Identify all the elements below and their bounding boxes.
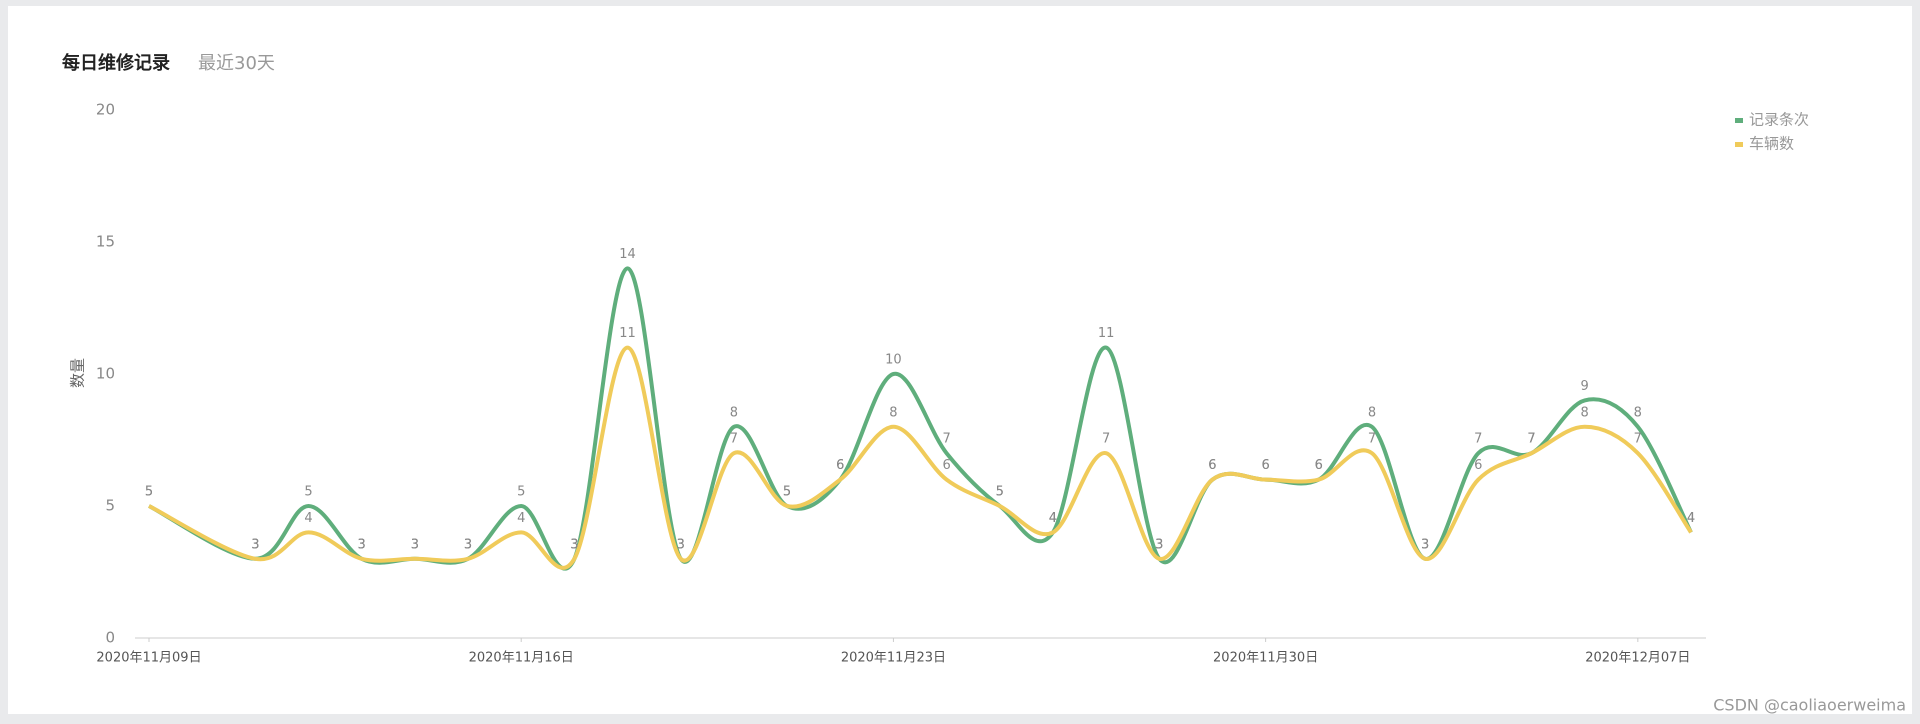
data-label: 14 <box>619 247 636 262</box>
data-label: 3 <box>358 537 366 552</box>
y-tick-label: 20 <box>96 101 115 119</box>
data-label: 3 <box>1155 537 1163 552</box>
legend-swatch <box>1735 118 1743 123</box>
x-tick-label: 2020年11月16日 <box>469 651 574 666</box>
data-label: 9 <box>1581 379 1589 394</box>
data-label: 3 <box>570 537 578 552</box>
data-label: 3 <box>1421 537 1429 552</box>
data-label: 3 <box>464 537 472 552</box>
data-label: 7 <box>1474 432 1482 447</box>
data-label: 8 <box>1581 405 1589 420</box>
data-label: 5 <box>783 485 791 500</box>
data-label: 3 <box>1421 537 1429 552</box>
data-label: 4 <box>1687 511 1695 526</box>
y-tick-label: 5 <box>105 497 115 515</box>
data-label: 4 <box>1049 511 1057 526</box>
data-label: 7 <box>1102 432 1110 447</box>
data-label: 6 <box>836 458 844 473</box>
x-tick-label: 2020年11月23日 <box>841 651 946 666</box>
series-line <box>148 345 1693 570</box>
data-label: 5 <box>304 485 312 500</box>
data-label: 4 <box>304 511 312 526</box>
data-label: 3 <box>411 537 419 552</box>
data-label: 5 <box>996 485 1004 500</box>
data-label: 4 <box>1687 511 1695 526</box>
data-label: 5 <box>517 485 525 500</box>
data-label: 5 <box>996 485 1004 500</box>
data-label: 6 <box>836 458 844 473</box>
data-label: 3 <box>251 537 259 552</box>
data-label: 6 <box>1208 458 1216 473</box>
data-label: 6 <box>1261 458 1269 473</box>
chart-title: 每日维修记录 <box>62 52 170 74</box>
data-label: 7 <box>1368 432 1376 447</box>
chart-subtitle: 最近30天 <box>198 53 275 74</box>
y-tick-label: 15 <box>96 233 115 251</box>
data-label: 8 <box>889 405 897 420</box>
data-label: 3 <box>464 537 472 552</box>
legend-label[interactable]: 记录条次 <box>1749 111 1809 129</box>
data-label: 6 <box>942 458 950 473</box>
data-label: 6 <box>1315 458 1323 473</box>
data-label: 3 <box>677 537 685 552</box>
data-label: 3 <box>411 537 419 552</box>
data-label: 7 <box>1527 432 1535 447</box>
card <box>8 6 1912 714</box>
x-tick-label: 2020年11月30日 <box>1213 651 1318 666</box>
data-label: 7 <box>1634 432 1642 447</box>
data-label: 5 <box>783 485 791 500</box>
data-label: 3 <box>251 537 259 552</box>
data-label: 6 <box>1315 458 1323 473</box>
y-tick-label: 0 <box>105 629 115 647</box>
data-label: 7 <box>1527 432 1535 447</box>
data-label: 4 <box>517 511 525 526</box>
data-label: 8 <box>1634 405 1642 420</box>
data-label: 3 <box>570 537 578 552</box>
legend-swatch <box>1735 142 1743 147</box>
legend-label[interactable]: 车辆数 <box>1749 135 1794 153</box>
data-label: 8 <box>730 405 738 420</box>
data-label: 6 <box>1261 458 1269 473</box>
data-label: 7 <box>730 432 738 447</box>
y-axis-label: 数量 <box>69 358 87 388</box>
data-label: 3 <box>358 537 366 552</box>
data-label: 6 <box>1208 458 1216 473</box>
data-label: 8 <box>1368 405 1376 420</box>
data-label: 7 <box>942 432 950 447</box>
data-label: 11 <box>1098 326 1115 341</box>
data-label: 11 <box>619 326 636 341</box>
y-tick-label: 10 <box>96 365 115 383</box>
data-label: 5 <box>145 485 153 500</box>
x-tick-label: 2020年12月07日 <box>1585 651 1690 666</box>
data-label: 3 <box>677 537 685 552</box>
watermark: CSDN @caoliaoerweima <box>1713 696 1906 715</box>
x-tick-label: 2020年11月09日 <box>96 651 201 666</box>
data-label: 5 <box>145 485 153 500</box>
data-label: 6 <box>1474 458 1482 473</box>
data-label: 10 <box>885 353 902 368</box>
data-label: 4 <box>1049 511 1057 526</box>
data-label: 3 <box>1155 537 1163 552</box>
